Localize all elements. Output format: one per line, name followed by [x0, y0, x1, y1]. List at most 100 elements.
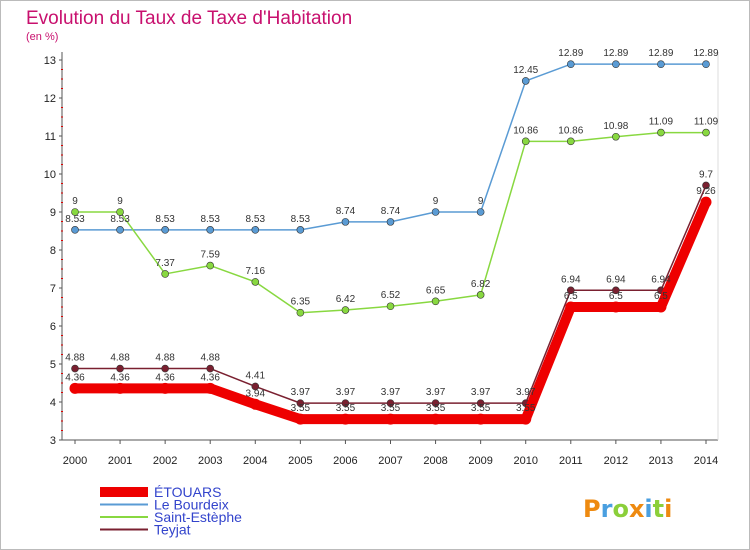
data-label: 3.97: [516, 387, 536, 398]
data-point: [114, 382, 126, 394]
data-label: 6.94: [651, 274, 671, 285]
data-label: 8.74: [336, 206, 356, 217]
data-point: [521, 137, 530, 146]
data-label: 3.55: [291, 403, 311, 414]
data-point: [204, 382, 216, 394]
data-point: [251, 278, 260, 286]
data-label: 4.88: [200, 353, 220, 364]
data-label: 8.53: [155, 214, 175, 225]
data-label: 11.09: [694, 117, 719, 128]
data-label: 3.55: [516, 403, 536, 414]
y-tick-label: 5: [50, 359, 56, 371]
data-point: [116, 364, 124, 373]
data-label: 12.89: [603, 48, 628, 59]
data-point: [206, 364, 215, 373]
data-label: 3.94: [246, 388, 266, 399]
data-label: 4.88: [155, 353, 175, 364]
data-label: 12.89: [648, 48, 673, 59]
y-tick-label: 11: [45, 131, 56, 143]
x-tick-label: 2012: [604, 455, 628, 467]
data-point: [612, 286, 620, 295]
legend-label: Le Bourdeix: [154, 497, 229, 513]
series-layer: 4.36 4.36 4.36 4.36 3.94 3.55 3.55 3.55 3.55 3.55…: [65, 48, 719, 425]
chart-subtitle: (en %): [26, 31, 58, 43]
data-point: [475, 413, 487, 425]
data-label: 4.88: [65, 353, 85, 364]
data-label: 12.89: [558, 48, 583, 59]
x-tick-label: 2008: [423, 455, 447, 467]
data-label: 10.86: [513, 125, 538, 136]
data-label: 12.45: [513, 65, 538, 76]
data-label: 11.09: [649, 117, 674, 128]
proxiti-logo: Proxiti: [583, 495, 672, 523]
data-label: 8.53: [110, 214, 130, 225]
data-point: [206, 261, 215, 270]
y-tick-label: 10: [44, 169, 56, 181]
data-label: 3.55: [471, 403, 491, 414]
series-labels-0: 4.36 4.36 4.36 4.36 3.94 3.55 3.55 3.55 3.55 3.55…: [65, 186, 716, 414]
data-label: 9: [433, 196, 439, 207]
x-tick-label: 2002: [153, 455, 177, 467]
data-point: [71, 226, 79, 234]
data-point: [251, 382, 260, 391]
series-2: [71, 128, 710, 317]
data-label: 8.74: [381, 206, 401, 217]
data-label: 6.5: [564, 291, 578, 302]
series-labels-3: 4.88 4.88 4.88 4.88 4.41 3.97 3.97 3.97 3.97 3.97…: [65, 169, 713, 398]
data-label: 9: [478, 196, 484, 207]
data-point: [431, 297, 440, 306]
x-tick-label: 2005: [288, 455, 312, 467]
data-point: [702, 60, 710, 68]
x-tick-label: 2007: [378, 455, 402, 467]
data-label: 4.36: [65, 372, 85, 383]
data-label: 10.98: [603, 121, 628, 132]
data-point: [251, 226, 260, 234]
data-point: [431, 399, 440, 407]
y-tick-label: 7: [50, 283, 56, 295]
data-point: [296, 399, 305, 407]
logo-text: Proxiti: [583, 495, 672, 523]
data-label: 6.65: [426, 285, 446, 296]
data-point: [565, 301, 577, 313]
data-point: [566, 60, 575, 68]
data-point: [249, 398, 261, 410]
data-point: [612, 60, 620, 68]
data-point: [657, 128, 665, 137]
legend-label: ÉTOUARS: [154, 484, 221, 500]
axes: 3 4 5 6 7 8 9 10 11 12 13 2000 2001 2002 2003 2004 2005 2…: [44, 52, 719, 467]
data-point: [430, 413, 442, 425]
data-label: 3.55: [426, 403, 446, 414]
data-label: 3.97: [336, 387, 356, 398]
data-label: 8.53: [246, 214, 266, 225]
data-label: 7.16: [246, 266, 266, 277]
data-point: [566, 286, 575, 295]
chart-title: Evolution du Taux de Taxe d'Habitation: [26, 8, 352, 29]
data-point: [386, 302, 395, 311]
data-label: 3.97: [381, 387, 401, 398]
data-point: [116, 208, 124, 216]
y-tick-label: 13: [44, 55, 56, 67]
data-label: 6.42: [336, 294, 356, 305]
x-tick-label: 2006: [333, 455, 357, 467]
data-point: [702, 181, 710, 190]
data-label: 6.5: [609, 291, 623, 302]
data-point: [296, 308, 305, 317]
data-point: [385, 413, 396, 425]
data-label: 3.97: [426, 387, 446, 398]
data-label: 6.5: [654, 291, 668, 302]
data-label: 9.26: [696, 186, 716, 197]
x-tick-label: 2009: [468, 455, 492, 467]
y-tick-label: 4: [50, 397, 56, 409]
data-point: [476, 399, 485, 407]
series-labels-1: 8.53 8.53 8.53 8.53 8.53 8.53 8.74 8.74 9 9 12.45 1…: [65, 48, 719, 225]
data-point: [341, 218, 350, 226]
data-point: [161, 364, 169, 373]
legend-label: Saint-Estèphe: [154, 509, 242, 525]
data-point: [161, 226, 169, 234]
data-label: 6.52: [381, 290, 401, 301]
data-point: [161, 270, 169, 278]
x-tick-label: 2011: [559, 455, 583, 467]
data-label: 4.88: [110, 353, 130, 364]
